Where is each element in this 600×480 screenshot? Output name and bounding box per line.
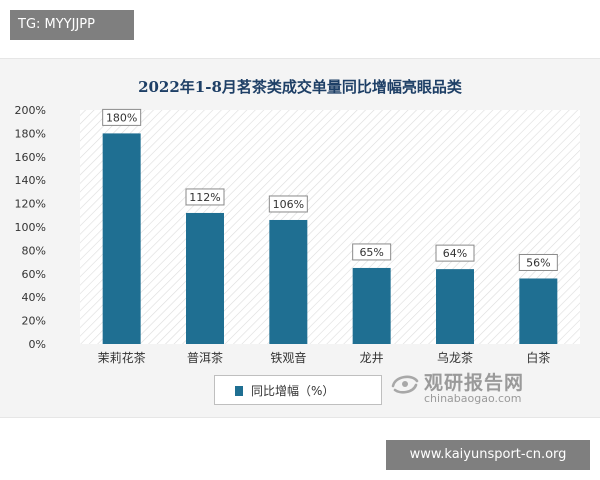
y-tick-label: 80% (22, 244, 46, 257)
bar (519, 278, 558, 344)
y-tick-label: 180% (15, 127, 46, 140)
watermark-swirl-icon (391, 375, 419, 394)
data-label-box (352, 243, 392, 261)
x-tick-label: 茉莉花茶 (98, 350, 146, 365)
x-tick-label: 乌龙茶 (437, 350, 473, 365)
watermark: 观研报告网 chinabaogao.com (390, 368, 550, 406)
data-label-box (185, 188, 225, 206)
bar (102, 133, 141, 344)
data-label: 106% (273, 198, 304, 211)
y-tick-label: 200% (15, 104, 46, 117)
data-label-box (435, 244, 475, 262)
y-tick-label: 0% (29, 338, 46, 351)
data-label: 56% (526, 256, 550, 269)
bar (269, 219, 308, 344)
data-label-box (102, 108, 142, 126)
data-label: 180% (106, 111, 137, 124)
data-label: 64% (443, 247, 467, 260)
x-tick-label: 龙井 (360, 351, 384, 365)
x-tick-label: 白茶 (526, 350, 550, 365)
data-label-box (518, 253, 558, 271)
url-badge: www.kaiyunsport-cn.org (386, 440, 590, 470)
y-tick-label: 40% (22, 291, 46, 304)
y-tick-label: 140% (15, 174, 46, 187)
legend-label: 同比增幅（%） (251, 384, 335, 398)
x-tick-label: 铁观音 (270, 350, 306, 365)
x-tick-label: 普洱茶 (187, 350, 223, 365)
tg-badge: TG: MYYJJPP (10, 10, 134, 40)
data-label-box (268, 195, 308, 213)
watermark-domain: chinabaogao.com (424, 392, 522, 405)
legend: 同比增幅（%） (214, 375, 382, 405)
chart-title: 2022年1-8月茗茶类成交单量同比增幅亮眼品类 (138, 78, 462, 96)
y-tick-label: 60% (22, 268, 46, 281)
legend-swatch (235, 386, 243, 396)
y-tick-label: 120% (15, 198, 46, 211)
y-tick-label: 100% (15, 221, 46, 234)
data-label: 112% (189, 191, 220, 204)
watermark-name: 观研报告网 (424, 372, 525, 394)
bar (186, 212, 224, 344)
y-tick-label: 20% (22, 315, 46, 328)
plot-area (80, 110, 580, 344)
bar (436, 269, 474, 344)
data-label: 65% (359, 246, 383, 259)
y-tick-label: 160% (15, 151, 46, 164)
bar (352, 267, 391, 344)
